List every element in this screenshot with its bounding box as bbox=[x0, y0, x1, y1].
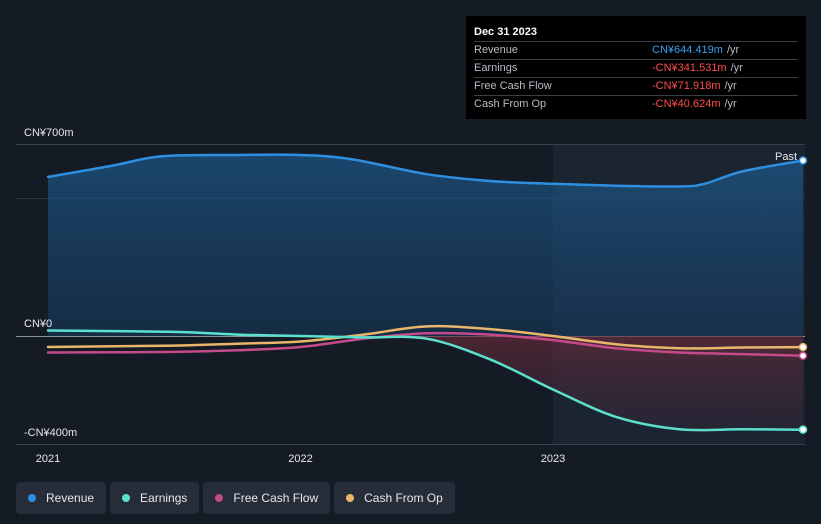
tooltip-row-earnings: Earnings -CN¥341.531m /yr bbox=[474, 59, 798, 77]
x-tick-label: 2022 bbox=[288, 453, 312, 465]
legend-label: Free Cash Flow bbox=[233, 491, 319, 505]
tooltip-unit: /yr bbox=[726, 44, 740, 56]
legend-item-earnings[interactable]: Earnings bbox=[110, 482, 200, 514]
tooltip-value: -CN¥40.624m bbox=[652, 98, 721, 110]
tooltip-date: Dec 31 2023 bbox=[474, 26, 537, 38]
tooltip-label: Earnings bbox=[474, 62, 518, 74]
series-line-earnings bbox=[46, 329, 805, 432]
tooltip-label: Free Cash Flow bbox=[474, 80, 552, 92]
legend-dot-earnings bbox=[122, 494, 131, 502]
legend-label: Revenue bbox=[46, 491, 95, 505]
legend-item-cash-from-op[interactable]: Cash From Op bbox=[334, 482, 455, 514]
y-tick-label: CN¥0 bbox=[24, 318, 52, 330]
series-line-revenue bbox=[46, 153, 805, 188]
series-end-point-free-cash-flow bbox=[798, 351, 808, 360]
tooltip-panel: Dec 31 2023 Revenue CN¥644.419m /yr Earn… bbox=[466, 16, 806, 119]
revenue-area bbox=[48, 154, 803, 336]
tooltip-unit: /yr bbox=[730, 62, 743, 74]
series-end-point-revenue bbox=[798, 156, 808, 165]
tooltip-unit: /yr bbox=[724, 98, 737, 110]
tooltip-value: CN¥644.419m bbox=[652, 44, 723, 56]
y-tick-label: -CN¥400m bbox=[24, 427, 77, 439]
x-tick-label: 2023 bbox=[541, 453, 565, 465]
x-tick-label: 2021 bbox=[36, 453, 60, 465]
past-label: Past bbox=[775, 151, 797, 163]
tooltip-value: -CN¥341.531m bbox=[652, 62, 727, 74]
legend-dot-revenue bbox=[28, 494, 36, 502]
series-line-free-cash-flow bbox=[46, 331, 805, 357]
legend-item-revenue[interactable]: Revenue bbox=[16, 482, 107, 514]
tooltip-label: Cash From Op bbox=[474, 98, 547, 110]
tooltip-value: -CN¥71.918m bbox=[652, 80, 721, 92]
tooltip-label: Revenue bbox=[474, 44, 519, 56]
legend-item-free-cash-flow[interactable]: Free Cash Flow bbox=[203, 482, 331, 514]
chart-legend: Revenue Earnings Free Cash Flow Cash Fro… bbox=[16, 482, 455, 514]
legend-dot-free-cash-flow bbox=[215, 494, 224, 502]
tooltip-row-cash-from-op: Cash From Op -CN¥40.624m /yr bbox=[474, 95, 798, 113]
tooltip-row-revenue: Revenue CN¥644.419m /yr bbox=[474, 41, 798, 59]
tooltip-unit: /yr bbox=[724, 80, 737, 92]
series-end-point-cash-from-op bbox=[798, 342, 808, 352]
series-line-cash-from-op bbox=[46, 324, 805, 350]
legend-label: Earnings bbox=[140, 491, 188, 505]
earnings-area bbox=[48, 335, 803, 431]
tooltip-row-free-cash-flow: Free Cash Flow -CN¥71.918m /yr bbox=[474, 77, 798, 95]
series-end-point-earnings bbox=[798, 425, 808, 434]
legend-label: Cash From Op bbox=[364, 491, 443, 505]
y-tick-label: CN¥700m bbox=[24, 127, 74, 139]
legend-dot-cash-from-op bbox=[346, 494, 355, 502]
